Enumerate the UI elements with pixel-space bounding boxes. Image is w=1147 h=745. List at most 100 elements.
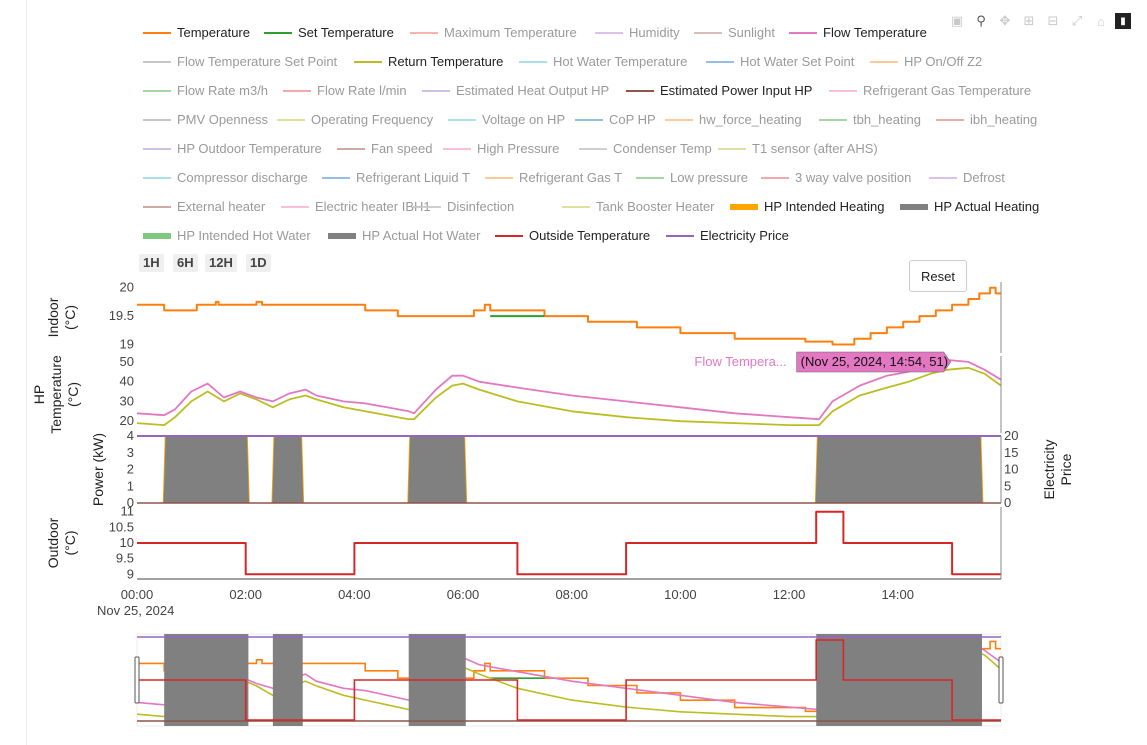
zoom-icon[interactable]: ⚲ [976,13,986,28]
legend-item[interactable]: Maximum Temperature [410,25,577,41]
legend-item[interactable]: Estimated Heat Output HP [422,83,609,99]
legend-item[interactable]: HP Intended Heating [730,199,884,215]
legend-item[interactable]: Condenser Temp [579,141,712,157]
camera-icon[interactable]: ▣ [950,13,964,28]
legend-item[interactable]: PMV Openness [143,112,268,128]
legend-label: Refrigerant Gas Temperature [863,83,1032,98]
range-handle-right[interactable] [998,656,1004,704]
y-axis-title-line: Power (kW) [90,433,106,506]
legend-item[interactable]: Electric heater IBH1 [281,199,431,215]
legend-item[interactable]: Compressor discharge [143,170,308,186]
legend-item[interactable]: Hot Water Set Point [706,54,854,70]
heating-band [407,435,468,504]
legend-item[interactable]: T1 sensor (after AHS) [718,141,878,157]
legend-item[interactable]: Humidity [595,25,680,41]
y-tick-label: 19.5 [109,308,134,323]
range-button-1d[interactable]: 1D [246,254,271,272]
legend-item[interactable]: Refrigerant Gas T [485,170,622,186]
legend-item[interactable]: Sunlight [694,25,775,41]
x-tick-label: 10:00 [664,587,697,602]
legend-item[interactable]: Tank Booster Heater [562,199,715,215]
legend-item[interactable]: Estimated Power Input HP [626,83,812,99]
legend-swatch [900,204,928,210]
legend-swatch [277,119,305,121]
legend-item[interactable]: Flow Rate m3/h [143,83,268,99]
legend-item[interactable]: Electricity Price [666,228,789,244]
legend-swatch [562,206,590,208]
legend-label: Hot Water Set Point [740,54,855,69]
legend-item[interactable]: Flow Rate l/min [283,83,407,99]
y-axis-title-line: Outdoor [45,517,61,568]
legend-label: Fan speed [371,141,433,156]
left-divider [0,0,27,745]
y-axis-title: HPTemperature(°C) [31,355,81,434]
legend-item[interactable]: Low pressure [636,170,748,186]
legend-item[interactable]: HP Actual Hot Water [328,228,481,244]
legend-item[interactable]: 3 way valve position [761,170,911,186]
legend-label: Flow Rate m3/h [177,83,269,98]
legend-swatch [579,148,607,150]
legend-label: hw_force_heating [699,112,802,127]
legend-item[interactable]: HP Intended Hot Water [143,228,311,244]
legend-item[interactable]: Flow Temperature [789,25,927,41]
x-tick-label: 04:00 [338,587,371,602]
reset-button[interactable]: Reset [909,260,967,292]
heating-band [162,435,250,504]
range-button-1h[interactable]: 1H [139,254,164,272]
legend-label: HP Actual Hot Water [362,228,481,243]
zoom-out-icon[interactable]: ⊟ [1047,13,1059,28]
legend-item[interactable]: Temperature [143,25,250,41]
legend-label: 3 way valve position [795,170,912,185]
home-icon[interactable]: ⌂ [1097,13,1105,29]
autoscale-icon[interactable]: ⤢ [1071,13,1083,28]
legend-item[interactable]: Refrigerant Gas Temperature [829,83,1031,99]
legend-item[interactable]: HP Outdoor Temperature [143,141,322,157]
plotly-logo-icon[interactable]: ▮ [1115,13,1131,29]
legend-item[interactable]: Voltage on HP [448,112,565,128]
legend-item[interactable]: External heater [143,199,265,215]
zoom-in-icon[interactable]: ⊞ [1023,13,1035,28]
legend-label: Estimated Power Input HP [660,83,813,98]
legend-swatch [281,206,309,208]
legend-item[interactable]: HP On/Off Z2 [870,54,982,70]
legend-item[interactable]: Disinfection [413,199,514,215]
legend-swatch [595,32,623,34]
legend-label: HP On/Off Z2 [904,54,983,69]
y-tick-label: 50 [120,354,134,369]
legend-label: Hot Water Temperature [553,54,688,69]
y-axis-title-line: Temperature [48,355,64,434]
legend-item[interactable]: CoP HP [575,112,656,128]
legend-swatch [666,235,694,237]
range-slider [134,633,1004,727]
pan-icon[interactable]: ✥ [999,13,1011,28]
legend-label: T1 sensor (after AHS) [752,141,878,156]
y2-tick-label: 15 [1004,445,1018,460]
legend-item[interactable]: Defrost [929,170,1005,186]
legend-item[interactable]: Fan speed [337,141,432,157]
legend-label: Voltage on HP [482,112,566,127]
legend-item[interactable]: Return Temperature [354,54,503,70]
y2-axis-title-line: Price [1058,453,1074,485]
legend-item[interactable]: HP Actual Heating [900,199,1039,215]
range-handle-left[interactable] [134,656,140,704]
legend-item[interactable]: Hot Water Temperature [519,54,687,70]
legend-swatch [819,119,847,121]
legend-item[interactable]: hw_force_heating [665,112,802,128]
legend-item[interactable]: ibh_heating [936,112,1037,128]
legend-item[interactable]: tbh_heating [819,112,921,128]
legend: Temperature Set Temperature Maximum Temper… [0,0,1147,250]
legend-item[interactable]: Operating Frequency [277,112,433,128]
range-button-6h[interactable]: 6H [173,254,198,272]
legend-item[interactable]: Outside Temperature [495,228,650,244]
legend-swatch [283,90,311,92]
legend-item[interactable]: Flow Temperature Set Point [143,54,337,70]
legend-item[interactable]: High Pressure [443,141,559,157]
legend-swatch [761,177,789,179]
legend-item[interactable]: Refrigerant Liquid T [322,170,470,186]
range-button-12h[interactable]: 12H [205,254,237,272]
y-axis-title-line: (°C) [62,530,78,555]
legend-item[interactable]: Set Temperature [264,25,394,41]
legend-label: Set Temperature [298,25,394,40]
